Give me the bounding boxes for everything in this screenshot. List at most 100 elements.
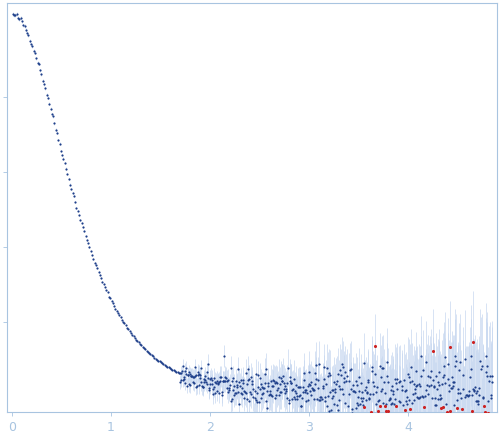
Point — [396, 415, 404, 422]
Point — [248, 381, 256, 388]
Point — [228, 387, 236, 394]
Point — [348, 406, 356, 413]
Point — [438, 380, 446, 387]
Point — [184, 371, 192, 378]
Point — [206, 381, 214, 388]
Point — [270, 380, 278, 387]
Point — [350, 387, 358, 394]
Point — [378, 386, 386, 393]
Point — [228, 396, 236, 403]
Point — [9, 10, 17, 17]
Point — [286, 374, 294, 381]
Point — [437, 404, 445, 411]
Point — [224, 388, 232, 395]
Point — [278, 375, 285, 382]
Point — [90, 256, 98, 263]
Point — [64, 170, 72, 177]
Point — [302, 387, 310, 394]
Point — [314, 361, 322, 368]
Point — [258, 383, 266, 390]
Point — [20, 22, 28, 29]
Point — [74, 207, 82, 214]
Point — [444, 375, 452, 382]
Point — [352, 382, 360, 389]
Point — [378, 365, 386, 372]
Point — [309, 385, 317, 392]
Point — [136, 340, 144, 347]
Point — [332, 378, 340, 385]
Point — [268, 382, 276, 389]
Point — [409, 390, 417, 397]
Point — [346, 386, 354, 393]
Point — [341, 369, 349, 376]
Point — [444, 388, 452, 395]
Point — [262, 397, 270, 404]
Point — [476, 392, 484, 399]
Point — [226, 364, 234, 371]
Point — [290, 394, 298, 401]
Point — [294, 395, 302, 402]
Point — [30, 47, 38, 54]
Point — [290, 388, 298, 395]
Point — [226, 382, 234, 389]
Point — [336, 385, 344, 392]
Point — [302, 387, 310, 394]
Point — [285, 399, 293, 406]
Point — [438, 395, 446, 402]
Point — [288, 386, 296, 393]
Point — [348, 388, 356, 395]
Point — [380, 379, 388, 386]
Point — [419, 394, 427, 401]
Point — [334, 371, 342, 378]
Point — [330, 400, 338, 407]
Point — [190, 380, 198, 387]
Point — [18, 18, 26, 25]
Point — [288, 380, 296, 387]
Point — [448, 374, 456, 381]
Point — [279, 373, 287, 380]
Point — [108, 297, 116, 304]
Point — [265, 392, 273, 399]
Point — [192, 372, 200, 379]
Point — [38, 77, 46, 84]
Point — [416, 394, 424, 401]
Point — [385, 397, 393, 404]
Point — [106, 295, 114, 302]
Point — [208, 380, 216, 387]
Point — [362, 397, 370, 404]
Point — [244, 395, 252, 402]
Point — [156, 357, 164, 364]
Point — [392, 402, 400, 409]
Point — [434, 378, 442, 385]
Point — [459, 385, 467, 392]
Point — [154, 357, 162, 364]
Point — [284, 395, 292, 402]
Point — [390, 396, 398, 403]
Point — [254, 372, 262, 379]
Point — [246, 398, 254, 405]
Point — [474, 397, 482, 404]
Point — [82, 233, 90, 240]
Point — [312, 375, 320, 382]
Point — [417, 353, 425, 360]
Point — [448, 385, 456, 392]
Point — [388, 383, 396, 390]
Point — [434, 395, 442, 402]
Point — [473, 388, 481, 395]
Point — [319, 382, 327, 389]
Point — [142, 347, 150, 354]
Point — [305, 369, 313, 376]
Point — [98, 278, 106, 285]
Point — [157, 359, 165, 366]
Point — [204, 360, 212, 367]
Point — [343, 410, 351, 417]
Point — [46, 105, 54, 112]
Point — [201, 376, 209, 383]
Point — [141, 346, 149, 353]
Point — [426, 374, 434, 381]
Point — [214, 381, 222, 388]
Point — [126, 327, 134, 334]
Point — [424, 391, 432, 398]
Point — [56, 140, 64, 147]
Point — [214, 380, 222, 387]
